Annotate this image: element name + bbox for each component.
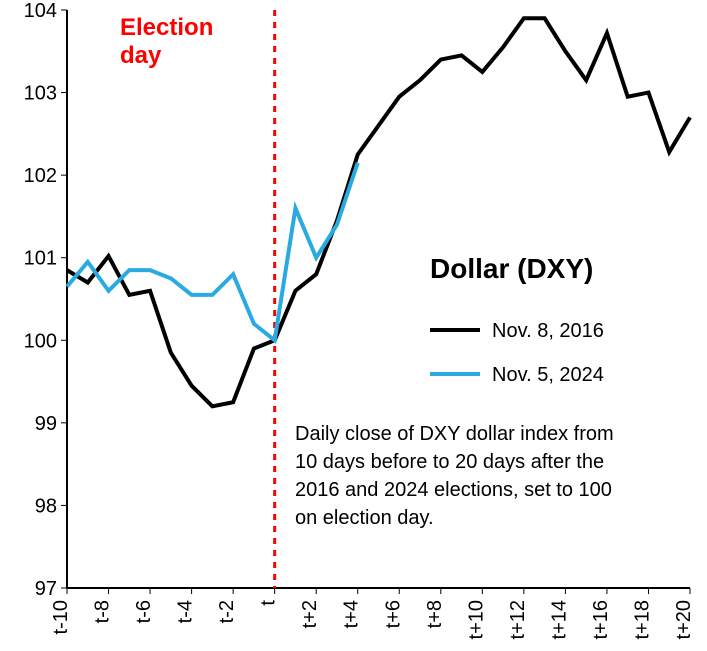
chart-description: 10 days before to 20 days after the bbox=[295, 451, 604, 473]
x-tick-label: t-10 bbox=[50, 600, 72, 634]
x-tick-label: t+10 bbox=[465, 600, 487, 639]
x-tick-label: t+16 bbox=[590, 600, 612, 639]
x-tick-label: t+8 bbox=[424, 600, 446, 628]
series-line bbox=[67, 18, 690, 406]
legend-label: Nov. 8, 2016 bbox=[492, 320, 604, 342]
chart-description: on election day. bbox=[295, 507, 434, 529]
election-day-annotation: Election bbox=[120, 14, 213, 41]
legend-label: Nov. 5, 2024 bbox=[492, 364, 604, 386]
y-tick-label: 101 bbox=[24, 248, 57, 270]
x-tick-label: t+6 bbox=[382, 600, 404, 628]
x-tick-label: t+2 bbox=[299, 600, 321, 628]
x-tick-label: t-6 bbox=[133, 600, 155, 623]
series-line bbox=[67, 163, 358, 341]
x-tick-label: t+18 bbox=[631, 600, 653, 639]
chart-title: Dollar (DXY) bbox=[430, 253, 593, 284]
x-tick-label: t-4 bbox=[175, 600, 197, 623]
x-tick-label: t-2 bbox=[216, 600, 238, 623]
dxy-chart: 97 98 99 100 101 102 103 104 t-10 t-8 t-6 t-4 t-2 t t+… bbox=[0, 0, 707, 651]
x-tick-label: t bbox=[258, 600, 280, 606]
x-tick-label: t+4 bbox=[341, 600, 363, 628]
chart-description: Daily close of DXY dollar index from bbox=[295, 423, 614, 445]
y-tick-label: 97 bbox=[35, 578, 57, 600]
x-tick-label: t+12 bbox=[507, 600, 529, 639]
x-tick-label: t+14 bbox=[548, 600, 570, 639]
chart-svg: 97 98 99 100 101 102 103 104 t-10 t-8 t-6 t-4 t-2 t t+… bbox=[0, 0, 707, 651]
election-day-annotation: day bbox=[120, 42, 162, 69]
x-tick-label: t+20 bbox=[673, 600, 695, 639]
y-tick-label: 99 bbox=[35, 413, 57, 435]
x-tick-label: t-8 bbox=[92, 600, 114, 623]
y-tick-label: 102 bbox=[24, 165, 57, 187]
y-tick-label: 100 bbox=[24, 330, 57, 352]
y-tick-label: 103 bbox=[24, 83, 57, 105]
chart-description: 2016 and 2024 elections, set to 100 bbox=[295, 479, 612, 501]
y-tick-label: 98 bbox=[35, 495, 57, 517]
y-tick-label: 104 bbox=[24, 0, 57, 22]
